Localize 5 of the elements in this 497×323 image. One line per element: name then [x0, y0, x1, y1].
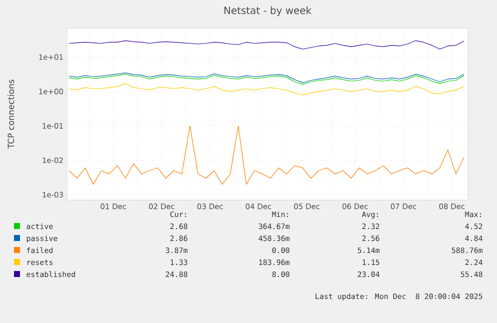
y-axis-title: TCP connections [8, 80, 14, 149]
chart-title: Netstat - by week [224, 6, 312, 16]
line-series [68, 40, 464, 50]
line-series [68, 126, 464, 185]
line-series [68, 83, 464, 96]
